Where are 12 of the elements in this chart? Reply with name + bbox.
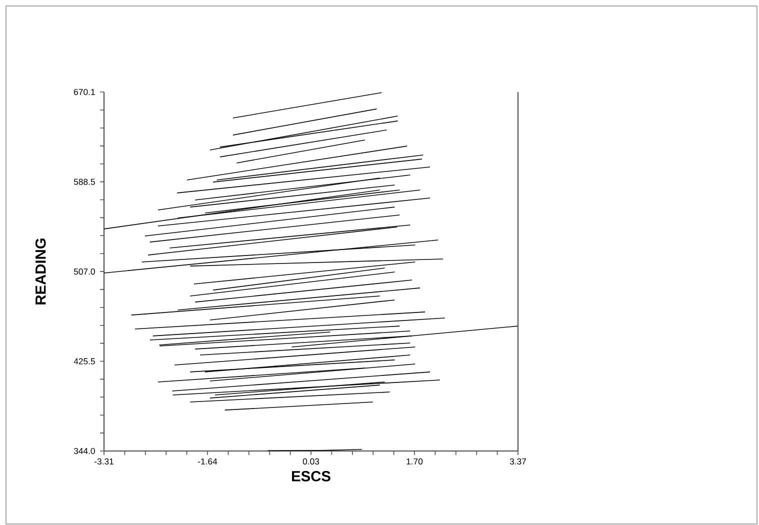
- x-tick-label: 0.03: [302, 458, 320, 465]
- y-tick-label: 425.5: [74, 358, 95, 365]
- y-tick-label: 344.0: [74, 448, 95, 454]
- y-tick-label: 670.1: [74, 89, 95, 96]
- x-tick-label: 3.37: [510, 458, 526, 465]
- y-axis-title: READING: [35, 238, 46, 305]
- y-tick-label: 507.0: [74, 268, 95, 275]
- x-axis-title: ESCS: [292, 471, 330, 482]
- x-tick-label: -1.64: [198, 458, 218, 465]
- x-tick-label: 1.70: [406, 458, 423, 465]
- y-tick-label: 588.5: [74, 179, 95, 186]
- x-tick-label: -3.31: [94, 458, 114, 465]
